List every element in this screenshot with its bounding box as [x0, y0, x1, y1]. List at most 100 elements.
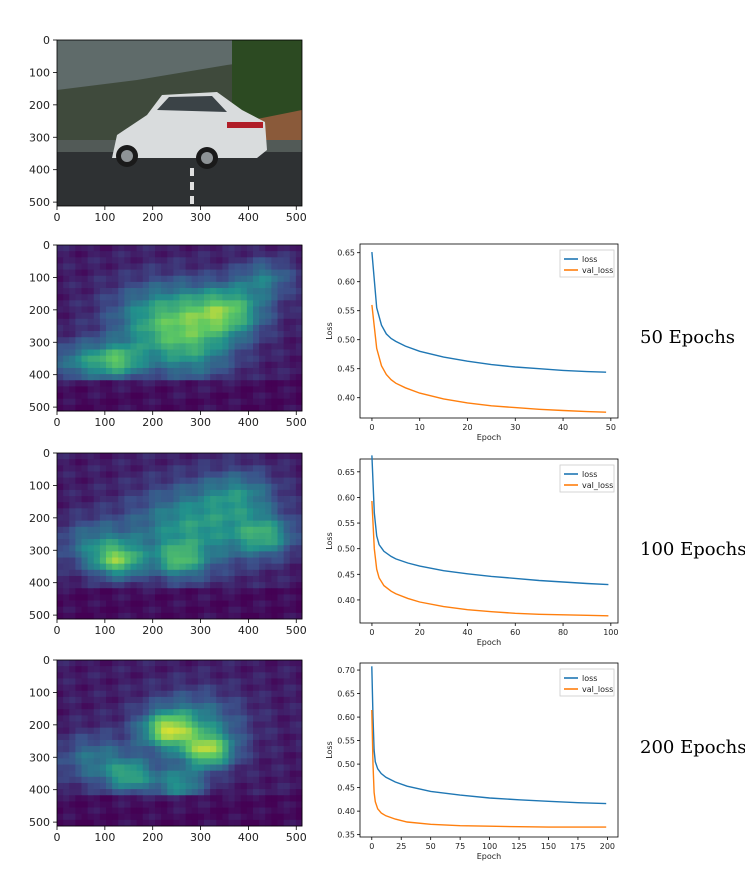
heatmap-cell	[191, 337, 199, 344]
heatmap-cell	[81, 532, 89, 540]
heatmap-cell	[277, 331, 285, 338]
heatmap-cell	[130, 312, 138, 320]
heatmap-cell	[81, 594, 89, 601]
x-tick-label: 100	[94, 624, 115, 637]
heatmap-cell	[234, 600, 242, 608]
heatmap-cell	[179, 539, 187, 546]
heatmap-cell	[283, 453, 291, 460]
heatmap-cell	[57, 721, 64, 729]
heatmap-cell	[253, 764, 260, 772]
heatmap-cell	[253, 349, 260, 357]
heatmap-cell	[161, 386, 168, 393]
heatmap-cell	[106, 526, 113, 534]
heatmap-cell	[191, 727, 199, 735]
heatmap-cell	[204, 684, 211, 692]
heatmap-cell	[191, 275, 199, 283]
heatmap-cell	[130, 386, 138, 393]
heatmap-cell	[185, 545, 193, 552]
heatmap-cell	[283, 300, 291, 307]
heatmap-cell	[173, 386, 180, 393]
heatmap-cell	[63, 789, 70, 796]
heatmap-cell	[210, 331, 217, 338]
heatmap-cell	[173, 727, 180, 735]
heatmap-cell	[295, 551, 303, 558]
heatmap-cell	[87, 269, 95, 277]
heatmap-cell	[81, 819, 89, 827]
heatmap-cell	[106, 545, 113, 552]
heatmap-cell	[112, 539, 119, 546]
heatmap-cell	[136, 337, 144, 344]
heatmap-cell	[118, 819, 125, 827]
heatmap-cell	[210, 281, 217, 289]
heatmap-cell	[136, 489, 144, 497]
heatmap-cell	[136, 672, 144, 679]
heatmap-cell	[75, 563, 82, 571]
heatmap-cell	[130, 532, 138, 540]
heatmap-cell	[228, 557, 236, 565]
heatmap-cell	[87, 489, 95, 497]
heatmap-cell	[93, 588, 101, 595]
heatmap-cell	[167, 306, 174, 314]
heatmap-cell	[271, 477, 278, 485]
heatmap-cell	[124, 715, 131, 722]
heatmap-cell	[204, 245, 211, 252]
heatmap-cell	[204, 459, 211, 466]
heatmap-cell	[155, 801, 162, 808]
heatmap-cell	[161, 251, 168, 258]
heatmap-cell	[222, 404, 229, 412]
heatmap-cell	[265, 374, 272, 381]
heatmap-cell	[271, 684, 278, 692]
heatmap-cell	[93, 318, 101, 326]
heatmap-cell	[204, 294, 211, 301]
heatmap-cell	[240, 551, 248, 558]
heatmap-cell	[148, 758, 156, 765]
heatmap-cell	[167, 520, 174, 528]
heatmap-cell	[246, 349, 254, 357]
heatmap-cell	[179, 819, 187, 827]
heatmap-cell	[271, 526, 278, 534]
heatmap-cell	[216, 465, 223, 472]
heatmap-cell	[234, 801, 242, 808]
heatmap-cell	[271, 263, 278, 270]
heatmap-cell	[191, 294, 199, 301]
heatmap-cell	[106, 380, 113, 387]
heatmap-cell	[240, 398, 248, 406]
heatmap-cell	[81, 557, 89, 565]
heatmap-cell	[167, 600, 174, 608]
heatmap-cell	[246, 374, 254, 381]
heatmap-cell	[253, 502, 260, 509]
heatmap-cell	[271, 789, 278, 796]
heatmap-cell	[204, 569, 211, 577]
y-tick-label: 0.60	[337, 713, 355, 722]
heatmap-cell	[277, 588, 285, 595]
heatmap-cell	[99, 789, 107, 796]
heatmap-cell	[222, 306, 229, 314]
heatmap-cell	[277, 508, 285, 515]
heatmap-cell	[185, 733, 193, 741]
heatmap-cell	[289, 465, 297, 472]
heatmap-cell	[289, 269, 297, 277]
heatmap-cell	[148, 606, 156, 614]
heatmap-cell	[57, 508, 64, 515]
heatmap-cell	[148, 318, 156, 326]
heatmap-cell	[234, 690, 242, 698]
heatmap-cell	[204, 703, 211, 710]
heatmap-cell	[222, 337, 229, 344]
x-tick-label: 125	[511, 842, 526, 851]
heatmap-cell	[277, 746, 285, 753]
heatmap-cell	[75, 588, 82, 595]
heatmap-cell	[124, 672, 131, 679]
heatmap-cell	[148, 795, 156, 802]
heatmap-cell	[289, 727, 297, 735]
x-tick-label: 150	[541, 842, 556, 851]
heatmap-cell	[57, 453, 64, 460]
heatmap-cell	[191, 746, 199, 753]
heatmap-cell	[136, 477, 144, 485]
heatmap-cell	[191, 361, 199, 369]
heatmap-cell	[155, 770, 162, 778]
heatmap-cell	[155, 269, 162, 277]
heatmap-cell	[265, 727, 272, 735]
heatmap-cell	[216, 324, 223, 332]
heatmap-cell	[161, 727, 168, 735]
y-tick-label: 0.55	[337, 737, 355, 746]
